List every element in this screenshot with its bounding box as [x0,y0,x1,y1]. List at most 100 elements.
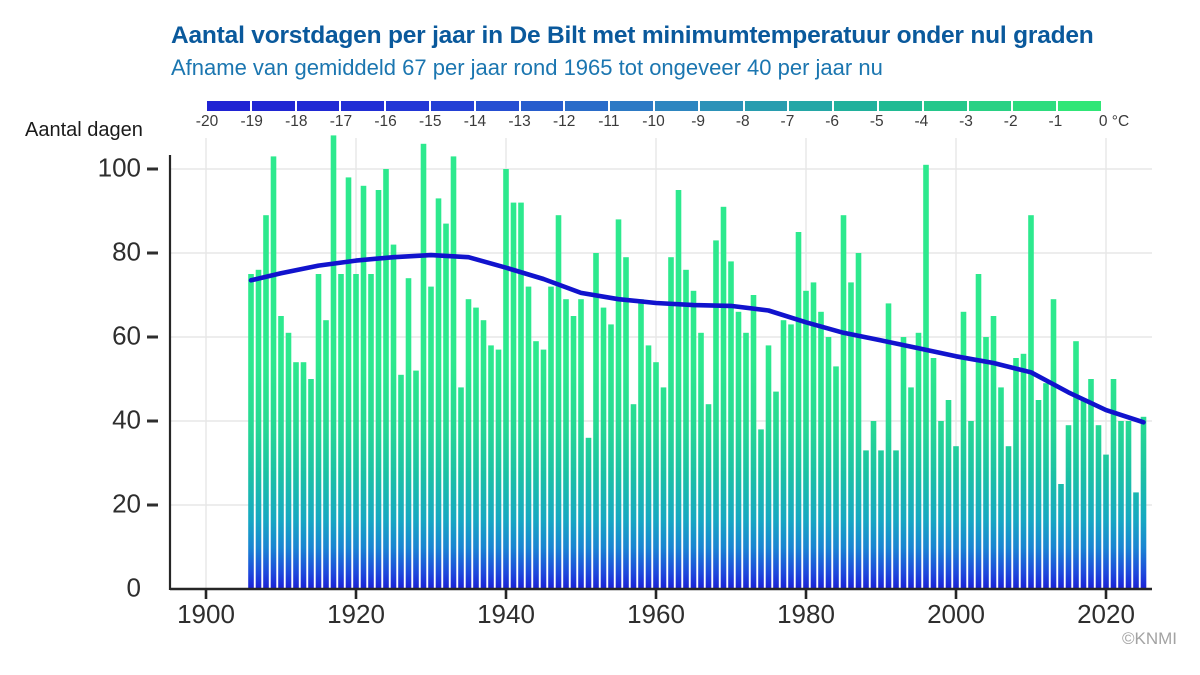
bar-1966 [698,332,704,589]
color-scale-segment [341,101,385,111]
color-scale-segment [923,101,967,111]
color-scale-segment [610,101,653,111]
y-tick-mark [147,419,158,423]
bar-2019 [1095,425,1102,589]
x-tick-label: 2000 [927,599,985,629]
bar-1942 [518,202,524,589]
bar-1958 [638,299,644,589]
bar-1935 [465,299,472,589]
bar-1938 [488,345,494,589]
bar-1994 [908,387,914,589]
x-tick-label: 1980 [777,599,835,629]
bar-1950 [578,299,584,589]
bar-1976 [773,391,779,589]
y-tick-label: 100 [97,152,141,183]
bar-1959 [645,345,652,589]
x-tick-label: 1900 [177,599,235,629]
bar-2022 [1118,421,1124,589]
bar-1971 [735,311,742,589]
bar-2008 [1013,358,1019,589]
bar-1922 [368,274,374,589]
color-scale-segment [1058,101,1101,111]
bar-1932 [443,223,449,589]
bar-1916 [323,320,329,589]
color-scale-segment [296,101,340,111]
bar-1988 [863,450,869,589]
bar-2004 [983,337,989,589]
x-tick-label: 1920 [327,599,385,629]
bar-2020 [1103,454,1109,589]
color-scale-tick-label: -20 [195,113,219,130]
x-tick-label: 1960 [627,599,685,629]
y-tick-label: 40 [112,404,141,435]
color-scale-tick-label: -11 [598,113,620,130]
y-tick-label: 20 [112,488,141,519]
bar-2007 [1005,446,1012,589]
color-scale-segment [565,101,609,111]
bar-1913 [300,362,307,589]
color-scale-segment [430,101,474,111]
bar-1930 [428,286,434,589]
bar-1989 [870,421,877,589]
bar-1949 [570,316,577,589]
bar-2013 [1050,299,1057,589]
bar-1983 [825,337,832,589]
bar-1945 [540,349,547,589]
color-scale-tick-label: 0 °C [1098,113,1130,130]
bar-1948 [563,299,569,589]
credit-text: ©KNMI [1121,629,1177,648]
page-title: Aantal vorstdagen per jaar in De Bilt me… [171,22,1094,49]
bar-1954 [608,324,614,589]
bar-1981 [810,282,817,589]
color-scale-segment [475,101,519,111]
bar-1915 [315,274,322,589]
bar-1980 [803,290,809,589]
x-tick-label: 2020 [1077,599,1135,629]
bar-2012 [1043,383,1049,589]
bar-1968 [713,240,719,589]
color-scale-segment [744,101,788,111]
bar-1956 [623,257,629,589]
bar-1933 [450,156,457,589]
bar-1924 [383,169,389,589]
color-scale-segment [520,101,564,111]
color-scale-segment [251,101,295,111]
bar-1944 [533,341,539,589]
bar-1984 [833,366,839,589]
y-tick-mark [147,251,158,255]
bar-1963 [675,190,682,589]
color-scale-tick-label: -8 [735,113,750,130]
bar-1977 [780,320,787,589]
bar-1946 [548,286,554,589]
bar-2018 [1088,379,1094,589]
bar-2006 [998,387,1004,589]
bar-1923 [375,190,382,589]
color-scale-segment [878,101,922,111]
frost-day-bars [248,135,1147,590]
color-scale-tick-label: -15 [419,113,442,130]
y-tick-label: 60 [112,320,141,351]
y-tick-mark [147,167,158,171]
bar-2010 [1028,215,1034,589]
bar-1928 [413,370,419,589]
color-scale-tick-label: -3 [959,113,973,130]
bar-1947 [555,215,562,589]
bar-1907 [255,269,262,589]
bar-1996 [923,164,929,590]
bar-1936 [473,307,479,589]
bar-1914 [308,379,314,589]
color-scale-tick-label: -18 [285,113,308,130]
color-scale-segment [699,101,743,111]
color-scale-segment [789,101,833,111]
bar-1952 [593,253,599,589]
bar-2017 [1080,400,1087,589]
color-scale-tick-label: -16 [374,113,397,130]
trend-line [248,252,1146,425]
x-tick-label: 1940 [477,599,535,629]
bar-1910 [278,316,284,589]
bar-1919 [345,177,352,589]
bar-2005 [990,316,997,589]
color-scale-tick-label: -6 [825,113,839,130]
